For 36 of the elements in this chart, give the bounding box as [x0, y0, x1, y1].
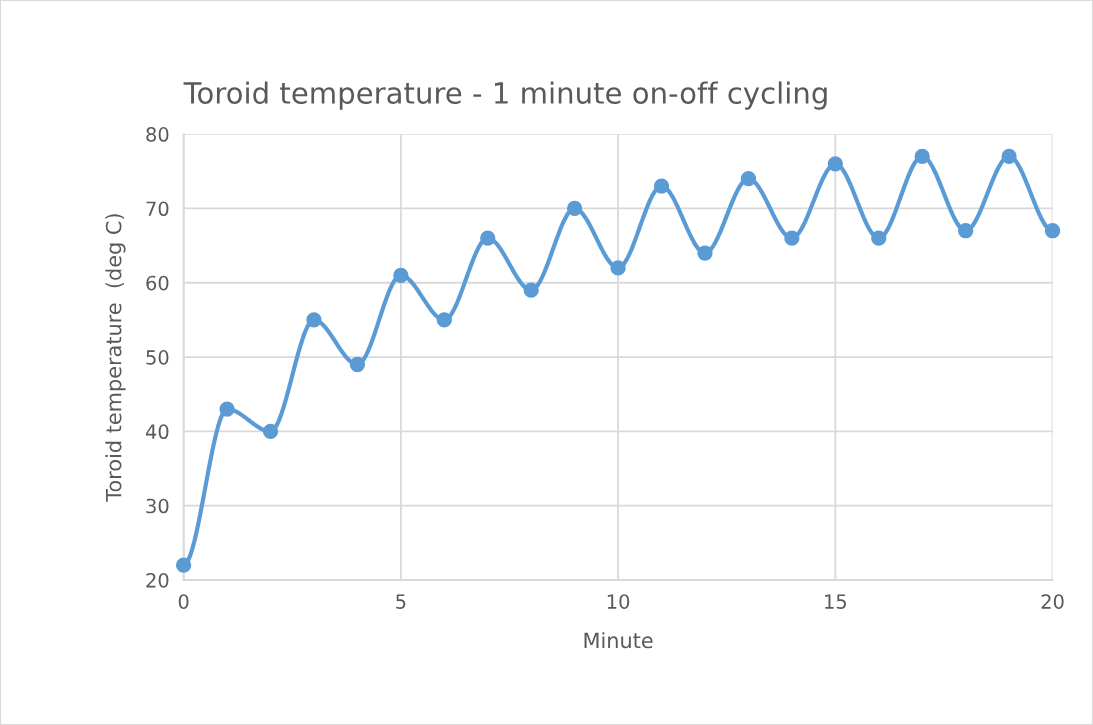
- chart-title: Toroid temperature - 1 minute on-off cycling: [183, 81, 827, 110]
- y-tick-label: 70: [146, 201, 169, 217]
- x-tick-label: 5: [396, 594, 406, 609]
- y-tick-label: 30: [146, 498, 169, 514]
- point: [306, 312, 322, 328]
- point: [914, 148, 930, 165]
- y-axis-title: Toroid temperature (deg C): [105, 214, 126, 502]
- x-tick-label: 15: [825, 594, 846, 609]
- y-tick-label: 60: [146, 275, 169, 291]
- point: [871, 230, 887, 246]
- point: [393, 267, 409, 283]
- point: [480, 230, 496, 246]
- point: [827, 156, 843, 172]
- point: [697, 245, 713, 261]
- x-tick-label: 0: [178, 594, 189, 609]
- x-axis-title: Minute: [584, 632, 653, 649]
- x-tick-label: 10: [607, 594, 630, 609]
- x-tick-label: 20: [1041, 594, 1064, 609]
- point: [567, 200, 583, 217]
- y-tick-label: 20: [146, 572, 169, 588]
- point: [958, 223, 974, 239]
- point: [784, 230, 800, 246]
- point: [219, 401, 235, 417]
- point: [175, 557, 192, 573]
- y-tick-label: 50: [146, 350, 169, 365]
- point: [523, 282, 539, 298]
- point: [653, 178, 670, 194]
- y-tick-label: 80: [146, 127, 169, 142]
- point: [262, 423, 279, 440]
- point: [1001, 148, 1017, 165]
- point: [610, 260, 626, 276]
- point: [349, 356, 366, 373]
- point: [1044, 223, 1061, 239]
- point: [740, 171, 757, 187]
- point: [436, 312, 452, 328]
- y-tick-label: 40: [145, 424, 169, 440]
